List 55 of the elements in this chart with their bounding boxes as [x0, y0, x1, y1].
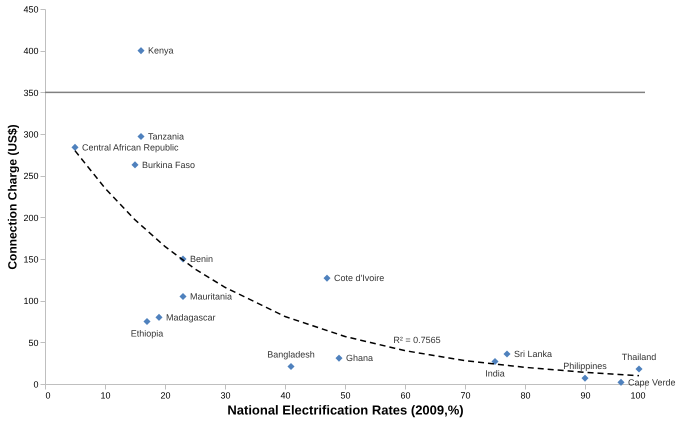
y-tick-label: 250 — [23, 171, 38, 182]
y-tick-label: 150 — [23, 254, 38, 264]
x-tick-label: 40 — [280, 390, 291, 400]
x-axis-title: National Electrification Rates (2009,%) — [227, 402, 464, 418]
data-label: Burkina Faso — [142, 160, 196, 170]
point — [581, 374, 589, 382]
data-label: Sri Lanka — [514, 349, 552, 359]
data-label: Thailand — [622, 352, 656, 362]
data-label: Madagascar — [166, 312, 216, 322]
y-axis-title: Connection Charge (US$) — [5, 124, 20, 270]
point — [131, 161, 139, 168]
y-tick-label: 100 — [23, 296, 38, 306]
data-label: Bangladesh — [267, 350, 315, 360]
y-tick-label: 450 — [23, 4, 38, 14]
x-tick-label: 50 — [340, 390, 351, 400]
y-tick-label: 0 — [33, 380, 38, 390]
y-tick-label: 300 — [23, 130, 38, 140]
x-tick-label: 20 — [160, 390, 171, 400]
data-label: Cape Verde — [628, 377, 676, 388]
point — [71, 144, 79, 151]
point — [335, 354, 343, 362]
point — [491, 358, 499, 366]
data-label: Kenya — [148, 46, 174, 56]
x-tick-label: 90 — [580, 390, 591, 400]
data-label: Philippines — [563, 361, 608, 372]
x-tick-label: 80 — [520, 390, 531, 400]
y-tick-label: 350 — [23, 88, 38, 98]
data-label: Ethiopia — [130, 328, 164, 338]
x-tick-label: 10 — [100, 390, 111, 400]
y-tick-label: 400 — [23, 46, 38, 56]
y-tick-label: 200 — [23, 212, 38, 223]
point — [137, 47, 145, 54]
point — [617, 378, 625, 386]
point — [287, 362, 295, 370]
data-label: Benin — [190, 254, 214, 264]
x-tick-label: 30 — [220, 390, 231, 400]
data-label: Mauritania — [190, 292, 232, 302]
data-label: Ghana — [346, 353, 374, 364]
y-tick-label: 50 — [28, 338, 38, 348]
x-tick-label: 60 — [400, 390, 411, 400]
point — [155, 314, 163, 321]
data-label: India — [485, 368, 505, 378]
data-label: Cote d'Ivoire — [334, 273, 384, 284]
x-tick-label: 70 — [460, 390, 471, 400]
point — [143, 318, 151, 326]
point — [503, 350, 511, 358]
point — [137, 132, 145, 140]
annotation: R² = 0.7565 — [393, 335, 441, 345]
point — [635, 365, 643, 373]
data-label: Central African Republic — [82, 142, 180, 152]
point — [323, 274, 331, 282]
x-tick-label: 0 — [46, 390, 51, 400]
data-label: Tanzania — [148, 132, 184, 142]
point — [179, 292, 187, 300]
x-tick-label: 100 — [630, 390, 646, 400]
